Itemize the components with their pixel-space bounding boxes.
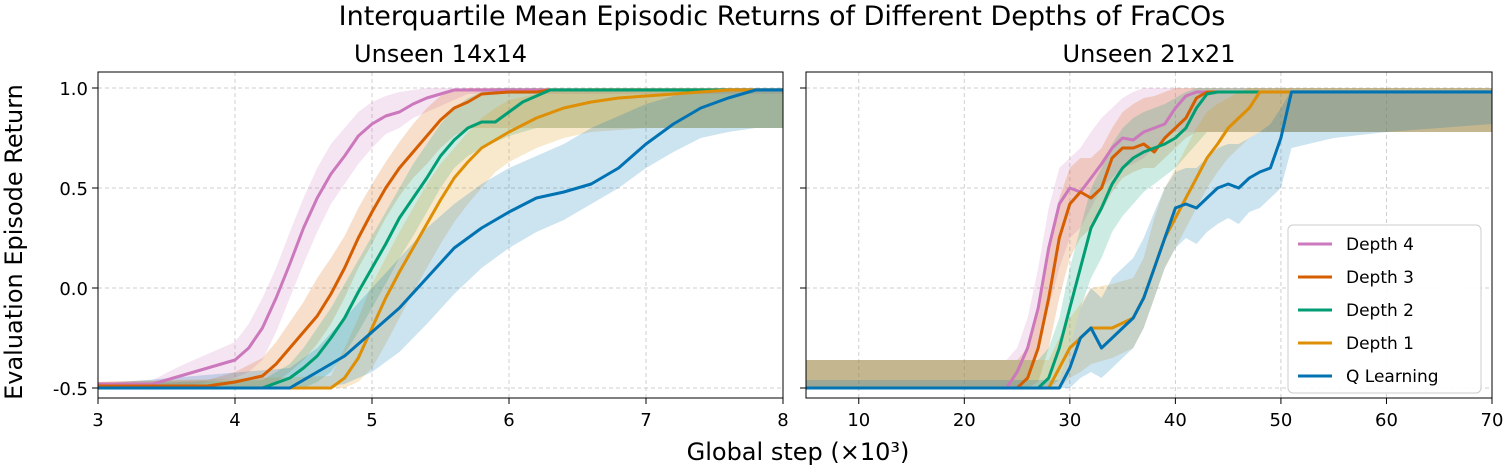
plot-area xyxy=(98,88,783,390)
line-depth-2 xyxy=(98,88,783,390)
line-depth-3 xyxy=(806,90,1492,390)
line-depth-4 xyxy=(98,88,783,386)
panel-title: Unseen 14x14 xyxy=(354,40,527,68)
legend-box xyxy=(1287,224,1482,394)
x-tick-label: 50 xyxy=(1269,410,1292,431)
band-depth-2 xyxy=(98,88,783,388)
y-tick-label: 0.0 xyxy=(59,279,88,300)
panel-unseen-14x14: Unseen 14x14 3 4 5 6 7 8 -0.5 0.0 0.5 1.0 xyxy=(53,40,789,431)
band-q-learning xyxy=(806,90,1492,388)
legend-label: Depth 3 xyxy=(1346,268,1414,288)
x-axis-label: Global step (×10³) xyxy=(687,438,910,466)
x-tick-label: 7 xyxy=(640,410,651,431)
legend-item-q-learning: Q Learning xyxy=(1298,367,1439,387)
x-tick-label: 10 xyxy=(847,410,870,431)
line-q-learning xyxy=(98,88,783,390)
y-tick-label: 1.0 xyxy=(59,79,88,100)
legend-item-depth-3: Depth 3 xyxy=(1298,268,1414,288)
y-tick-label: 0.5 xyxy=(59,179,88,200)
x-tick-label: 4 xyxy=(229,410,240,431)
panel-title: Unseen 21x21 xyxy=(1063,40,1236,68)
band-depth-1 xyxy=(98,88,783,388)
line-depth-1 xyxy=(806,90,1492,390)
legend-item-depth-1: Depth 1 xyxy=(1298,334,1414,354)
y-tick-label: -0.5 xyxy=(53,379,88,400)
x-tick-label: 40 xyxy=(1164,410,1187,431)
band-q-learning xyxy=(98,88,783,388)
x-tick-label: 6 xyxy=(503,410,514,431)
x-tick-label: 20 xyxy=(953,410,976,431)
figure-suptitle: Interquartile Mean Episodic Returns of D… xyxy=(339,1,1226,32)
band-depth-3 xyxy=(98,88,783,388)
line-depth-4 xyxy=(806,90,1492,390)
line-depth-3 xyxy=(98,88,783,388)
x-tick-label: 3 xyxy=(92,410,103,431)
legend-label: Depth 4 xyxy=(1346,235,1414,255)
legend-label: Q Learning xyxy=(1346,367,1439,387)
panel-unseen-21x21: Unseen 21x21 10 20 30 40 50 60 70 xyxy=(800,40,1503,431)
legend-item-depth-4: Depth 4 xyxy=(1298,235,1414,255)
x-tick-label: 60 xyxy=(1375,410,1398,431)
legend-label: Depth 1 xyxy=(1346,334,1414,354)
x-tick-label: 70 xyxy=(1481,410,1504,431)
chart-panels: Unseen 14x14 3 4 5 6 7 8 -0.5 0.0 0.5 1.0 Unseen 21… xyxy=(53,40,1504,431)
x-tick-label: 30 xyxy=(1058,410,1081,431)
legend-label: Depth 2 xyxy=(1346,301,1414,321)
axes-frame xyxy=(805,71,1493,399)
legend-item-depth-2: Depth 2 xyxy=(1298,301,1414,321)
band-depth-1 xyxy=(806,88,1492,388)
legend: Depth 4 Depth 3 Depth 2 Depth 1 Q Learning xyxy=(1287,224,1482,394)
plot-area xyxy=(806,88,1492,390)
y-axis-label: Evaluation Episode Return xyxy=(0,84,28,400)
axes-frame xyxy=(97,71,784,399)
x-tick-label: 8 xyxy=(777,410,788,431)
x-tick-label: 5 xyxy=(366,410,377,431)
line-q-learning xyxy=(806,90,1492,390)
line-depth-2 xyxy=(806,90,1492,390)
